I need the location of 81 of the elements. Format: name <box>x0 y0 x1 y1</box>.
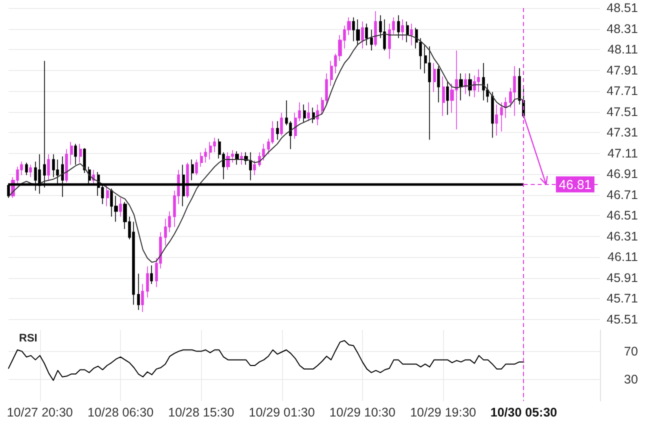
candlestick <box>433 62 436 92</box>
y-tick-label: 70 <box>624 344 638 358</box>
candlestick <box>29 164 32 178</box>
x-tick-label: 10/29 01:30 <box>248 406 315 420</box>
candlestick <box>303 104 306 123</box>
candlestick <box>459 72 463 101</box>
y-tick-label: 47.71 <box>606 84 638 98</box>
line-series <box>8 33 524 263</box>
candlestick <box>513 66 516 116</box>
candlestick <box>253 160 256 176</box>
y-tick-label: 48.51 <box>606 1 638 15</box>
candlestick <box>365 23 368 46</box>
candlestick <box>482 62 485 101</box>
candlestick <box>370 29 373 51</box>
candlestick <box>437 66 440 103</box>
candlestick <box>307 102 310 122</box>
y-tick-label: 47.11 <box>608 146 638 160</box>
candlestick <box>106 185 109 207</box>
candlestick <box>65 148 68 183</box>
candlestick <box>280 112 283 136</box>
candlestick <box>446 81 449 116</box>
y-tick-label: 46.91 <box>606 167 638 182</box>
ref-line-label: 46.81 <box>558 176 592 192</box>
candlestick <box>464 72 467 95</box>
x-tick-label: 10/27 20:30 <box>6 406 73 420</box>
candlestick <box>442 76 445 116</box>
candlestick <box>119 197 122 217</box>
x-tick-label: 10/29 10:30 <box>329 406 396 420</box>
x-tick-label: 10/28 15:30 <box>168 406 234 420</box>
candlestick <box>406 21 409 43</box>
candlestick <box>150 264 153 284</box>
candlestick <box>74 144 77 166</box>
candlestick <box>428 46 431 140</box>
y-tick-label: 45.71 <box>606 292 638 306</box>
candlestick <box>495 104 498 136</box>
chart-title: RSI <box>19 332 38 344</box>
candlestick <box>209 141 212 160</box>
y-tick-label: 45.51 <box>606 312 638 326</box>
candlestick <box>226 152 230 170</box>
candlestick <box>361 21 364 49</box>
candlestick <box>374 10 377 47</box>
candlestick <box>249 152 252 181</box>
candlestick <box>70 141 73 166</box>
line-series <box>8 340 524 381</box>
candlestick <box>240 152 243 166</box>
y-tick-label: 47.91 <box>606 63 638 78</box>
candlestick <box>186 162 189 198</box>
candlestick <box>276 120 279 140</box>
candlestick <box>356 19 360 46</box>
candlestick <box>491 92 494 138</box>
candlestick <box>401 19 404 41</box>
candlestick <box>146 266 149 298</box>
candlestick <box>200 152 203 168</box>
y-tick-label: 47.51 <box>606 104 638 119</box>
candlestick <box>191 159 194 181</box>
candlestick <box>47 154 50 181</box>
y-tick-label: 48.11 <box>608 42 638 57</box>
y-tick-label: 46.51 <box>606 208 638 223</box>
candlestick <box>195 159 198 176</box>
y-tick-label: 46.11 <box>608 250 638 264</box>
candlestick <box>137 273 140 310</box>
y-tick-label: 46.71 <box>606 188 638 202</box>
candlestick <box>468 72 472 97</box>
x-tick-label: 10/28 06:30 <box>87 406 154 420</box>
candlestick <box>141 284 144 312</box>
x-tick-label: 10/29 19:30 <box>410 406 476 420</box>
x-tick-label: 10/30 05:30 <box>490 406 558 420</box>
candlestick <box>235 150 239 166</box>
candlestick <box>25 162 28 176</box>
candlestick <box>410 23 413 46</box>
y-tick-label: 47.31 <box>606 126 638 140</box>
candlestick <box>316 104 319 126</box>
y-tick-label: 45.91 <box>606 270 638 285</box>
candlestick <box>204 148 207 164</box>
y-tick-label: 48.31 <box>606 22 638 36</box>
candlestick <box>397 14 400 38</box>
candlestick <box>383 19 386 51</box>
candlestick <box>79 144 82 164</box>
y-tick-label: 30 <box>624 372 638 387</box>
candlestick <box>83 148 86 174</box>
y-tick-label: 46.31 <box>606 229 638 244</box>
